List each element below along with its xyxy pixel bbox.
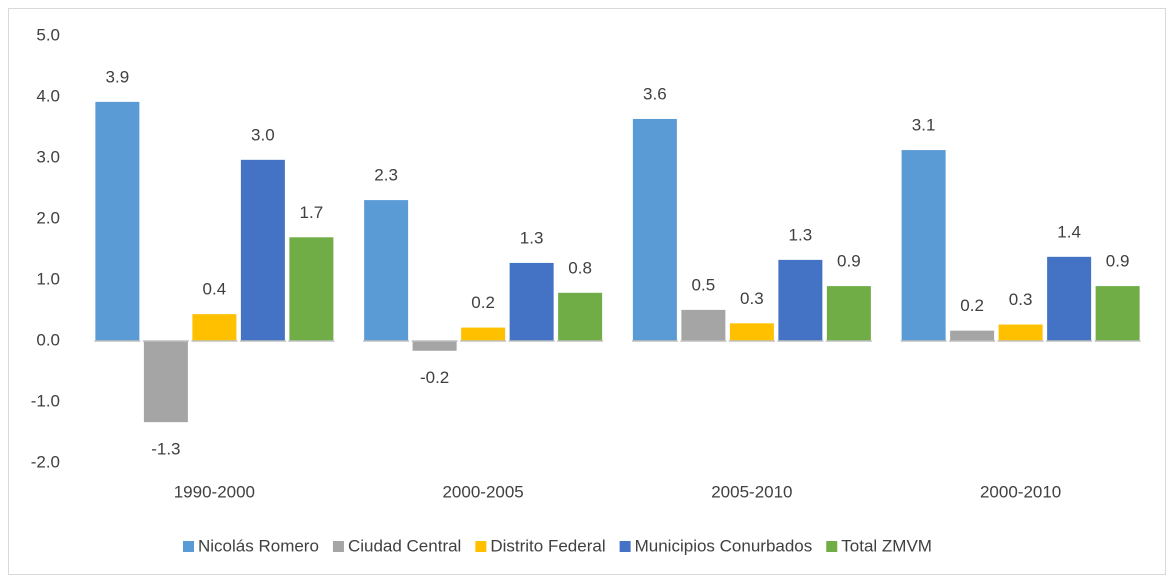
bar bbox=[1095, 286, 1140, 341]
data-label: 1.7 bbox=[300, 203, 324, 222]
bar bbox=[558, 292, 603, 341]
bar bbox=[364, 200, 409, 341]
x-tick-label: 2005-2010 bbox=[711, 482, 792, 501]
data-label: -1.3 bbox=[151, 440, 180, 459]
data-label: 3.6 bbox=[643, 84, 667, 103]
legend-swatch bbox=[183, 541, 194, 552]
bar bbox=[289, 237, 334, 341]
legend-label: Nicolás Romero bbox=[198, 536, 319, 555]
legend-swatch bbox=[475, 541, 487, 552]
bar bbox=[950, 330, 995, 341]
x-tick-label: 2000-2010 bbox=[980, 482, 1061, 501]
bar bbox=[729, 323, 774, 341]
bar bbox=[826, 286, 871, 341]
legend-label: Total ZMVM bbox=[841, 536, 932, 555]
data-label: 2.3 bbox=[374, 166, 398, 185]
y-tick-label: 0.0 bbox=[36, 330, 60, 349]
data-label: 3.0 bbox=[251, 125, 275, 144]
x-tick-label: 1990-2000 bbox=[174, 482, 255, 501]
bar bbox=[240, 159, 285, 341]
data-label: 0.3 bbox=[740, 289, 764, 308]
legend-swatch bbox=[332, 541, 344, 552]
data-label: -0.2 bbox=[420, 368, 449, 387]
data-label: 0.4 bbox=[203, 280, 227, 299]
bar bbox=[143, 341, 188, 423]
y-tick-label: 3.0 bbox=[36, 147, 60, 166]
data-label: 0.5 bbox=[692, 275, 716, 294]
bar bbox=[998, 324, 1043, 341]
bar bbox=[509, 262, 554, 341]
bar bbox=[1047, 256, 1092, 341]
x-tick-label: 2000-2005 bbox=[442, 482, 523, 501]
legend-label: Ciudad Central bbox=[348, 536, 461, 555]
y-tick-label: 5.0 bbox=[36, 25, 60, 44]
bar bbox=[681, 309, 726, 341]
data-label: 0.2 bbox=[960, 296, 984, 315]
data-label: 1.3 bbox=[520, 228, 544, 247]
legend-swatch bbox=[619, 541, 631, 552]
data-label: 0.9 bbox=[837, 252, 861, 271]
bar bbox=[632, 118, 677, 342]
data-label: 3.9 bbox=[106, 67, 130, 86]
data-label: 0.8 bbox=[568, 258, 592, 277]
bar bbox=[95, 101, 140, 341]
chart-border bbox=[8, 8, 1166, 575]
data-label: 1.3 bbox=[789, 225, 813, 244]
bar bbox=[192, 314, 237, 341]
bar bbox=[412, 341, 457, 351]
data-label: 0.2 bbox=[471, 293, 495, 312]
y-tick-label: 1.0 bbox=[36, 269, 60, 288]
y-tick-label: -2.0 bbox=[31, 452, 60, 471]
data-label: 0.3 bbox=[1009, 290, 1033, 309]
legend-label: Distrito Federal bbox=[490, 536, 605, 555]
y-tick-label: 2.0 bbox=[36, 208, 60, 227]
bar bbox=[461, 327, 506, 341]
data-label: 3.1 bbox=[912, 116, 936, 135]
y-tick-label: -1.0 bbox=[31, 391, 60, 410]
y-tick-label: 4.0 bbox=[36, 86, 60, 105]
legend-label: Municipios Conurbados bbox=[635, 536, 813, 555]
bar bbox=[778, 259, 823, 341]
bar bbox=[901, 150, 946, 341]
legend-swatch bbox=[826, 541, 838, 552]
data-label: 0.9 bbox=[1106, 252, 1130, 271]
data-label: 1.4 bbox=[1057, 222, 1081, 241]
